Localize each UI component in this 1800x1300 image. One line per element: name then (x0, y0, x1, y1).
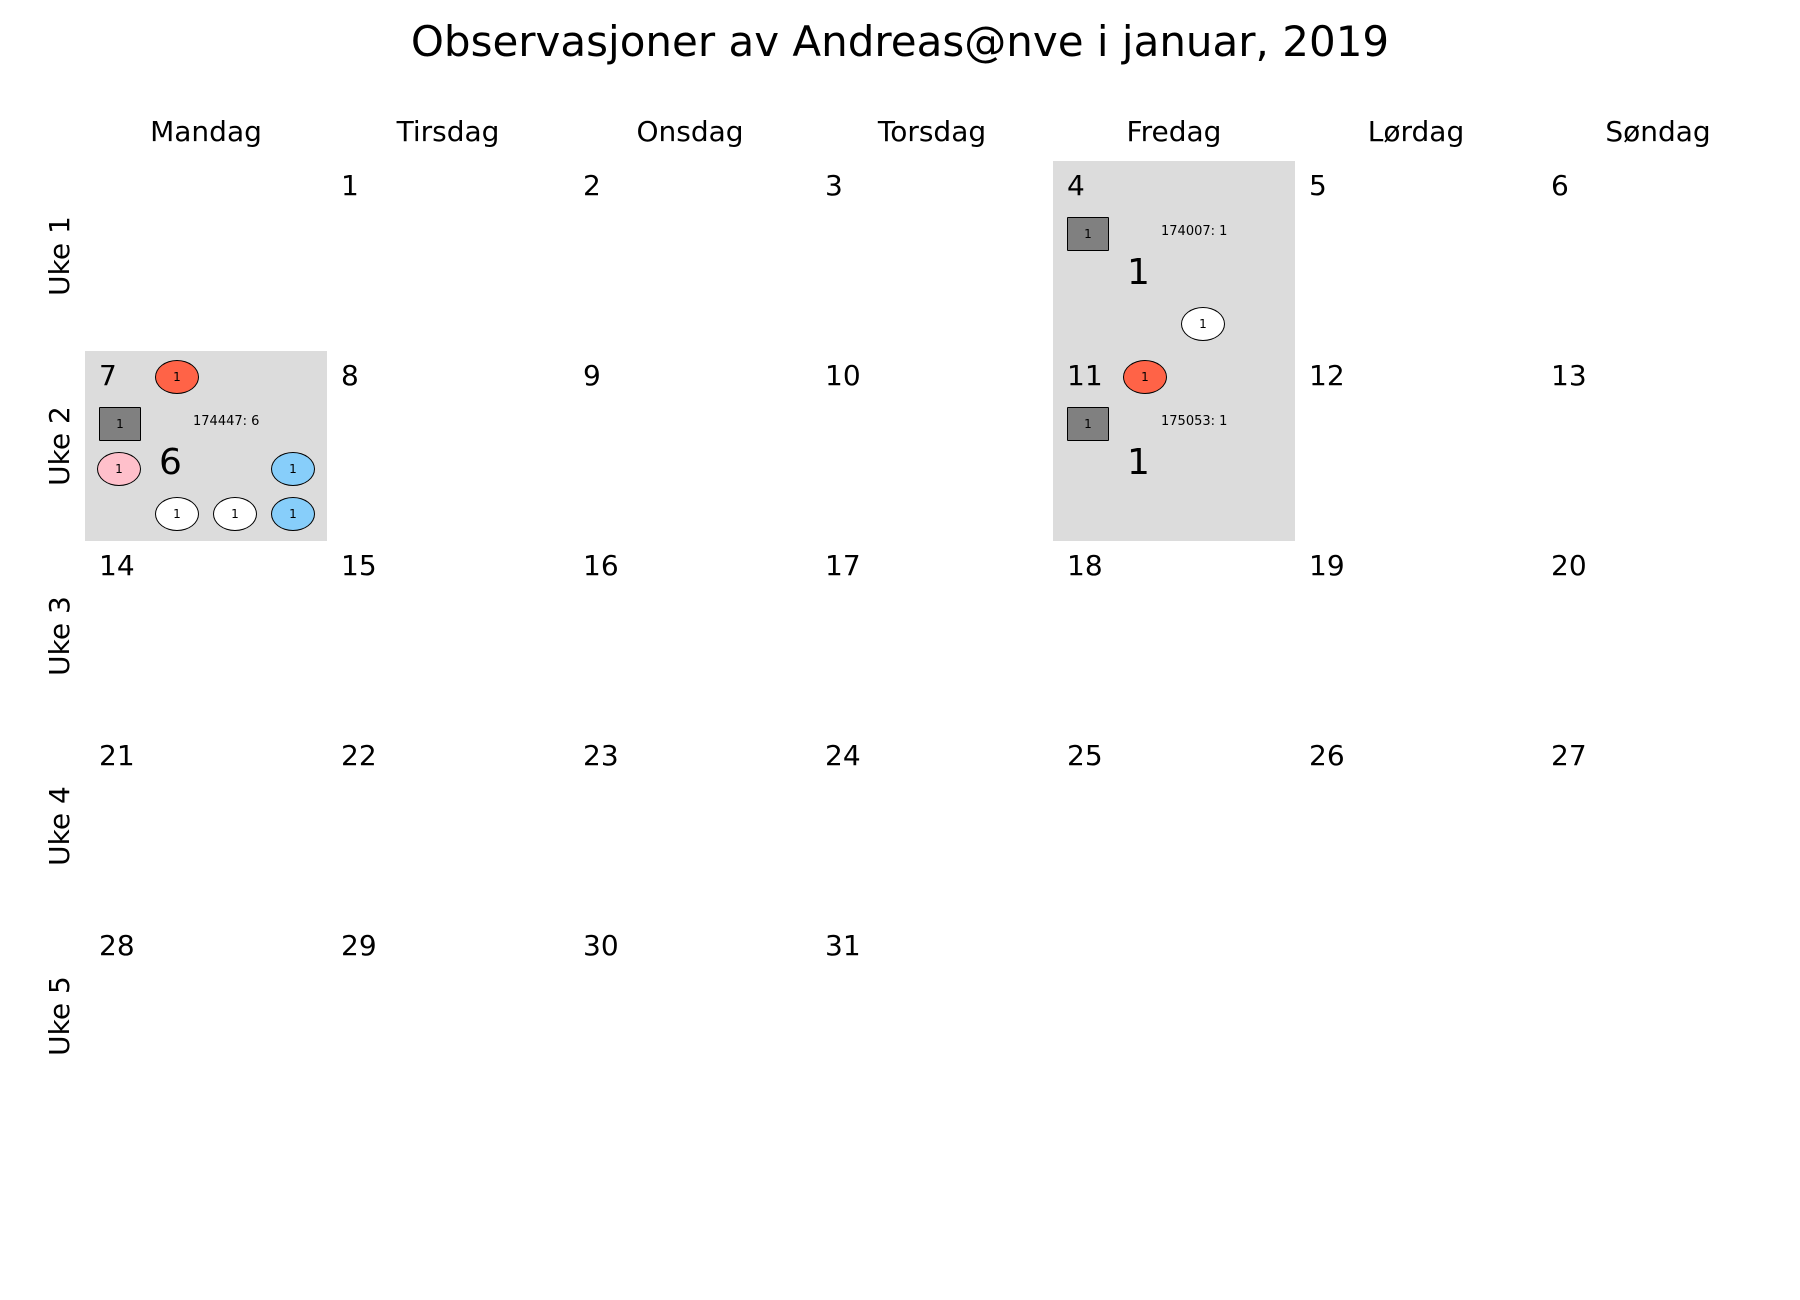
day-number: 29 (341, 929, 377, 962)
observation-square-marker: 1 (99, 407, 141, 441)
day-cell: 10 (811, 351, 1053, 541)
day-cell: 15 (327, 541, 569, 731)
day-number: 11 (1067, 359, 1103, 392)
day-number: 17 (825, 549, 861, 582)
day-cell: 3 (811, 161, 1053, 351)
day-cell: 27 (1537, 731, 1779, 921)
day-cell: 19 (1295, 541, 1537, 731)
weekday-mandag: Mandag (150, 115, 262, 148)
week-label-4: Uke 4 (38, 731, 82, 921)
day-cell: 13 (1537, 351, 1779, 541)
day-number: 31 (825, 929, 861, 962)
day-cell: 29 (327, 921, 569, 1111)
day-number: 1 (341, 169, 359, 202)
day-cell: 5 (1295, 161, 1537, 351)
observation-oval-marker: 1 (271, 497, 315, 531)
week-label-3: Uke 3 (38, 541, 82, 731)
day-cell: 21 (85, 731, 327, 921)
observation-count: 1 (1127, 442, 1150, 483)
day-cell: 9 (569, 351, 811, 541)
weekday-sondag: Søndag (1605, 115, 1711, 148)
day-cell: 28 (85, 921, 327, 1111)
day-cell: 17 (811, 541, 1053, 731)
day-cell: 16 (569, 541, 811, 731)
day-number: 23 (583, 739, 619, 772)
day-number: 10 (825, 359, 861, 392)
day-number: 18 (1067, 549, 1103, 582)
day-number: 20 (1551, 549, 1587, 582)
week-label-text: Uke 4 (43, 786, 76, 866)
day-number: 4 (1067, 169, 1085, 202)
week-label-2: Uke 2 (38, 351, 82, 541)
day-number: 15 (341, 549, 377, 582)
day-number: 9 (583, 359, 601, 392)
day-number: 21 (99, 739, 135, 772)
observation-count: 1 (1127, 252, 1150, 293)
week-label-1: Uke 1 (38, 161, 82, 351)
day-cell: 6 (1537, 161, 1779, 351)
observation-oval-marker: 1 (155, 497, 199, 531)
page-title: Observasjoner av Andreas@nve i januar, 2… (410, 17, 1390, 66)
weekday-torsdag: Torsdag (877, 115, 987, 148)
day-cell: 22 (327, 731, 569, 921)
day-cell: 12 (1295, 351, 1537, 541)
week-label-text: Uke 1 (43, 216, 76, 296)
observation-id-label: 174007: 1 (1161, 224, 1228, 239)
observation-oval-marker: 1 (271, 452, 315, 486)
day-number: 12 (1309, 359, 1345, 392)
week-label-text: Uke 2 (43, 406, 76, 486)
day-number: 24 (825, 739, 861, 772)
day-cell: 23 (569, 731, 811, 921)
day-number: 3 (825, 169, 843, 202)
observation-oval-marker: 1 (155, 360, 199, 394)
weekday-lordag: Lørdag (1367, 115, 1465, 148)
day-number: 8 (341, 359, 359, 392)
weekday-onsdag: Onsdag (636, 115, 744, 148)
day-cell: 31 (811, 921, 1053, 1111)
day-cell: 24 (811, 731, 1053, 921)
week-label-text: Uke 5 (43, 976, 76, 1056)
day-number: 28 (99, 929, 135, 962)
day-cell: 1 (327, 161, 569, 351)
day-cell: 14 (85, 541, 327, 731)
day-number: 6 (1551, 169, 1569, 202)
observation-id-label: 174447: 6 (193, 414, 260, 429)
day-number: 22 (341, 739, 377, 772)
day-number: 7 (99, 359, 117, 392)
day-number: 26 (1309, 739, 1345, 772)
day-cell: 25 (1053, 731, 1295, 921)
day-number: 25 (1067, 739, 1103, 772)
day-number: 2 (583, 169, 601, 202)
observation-oval-marker: 1 (97, 452, 141, 486)
day-number: 5 (1309, 169, 1327, 202)
day-cell: 30 (569, 921, 811, 1111)
observation-oval-marker: 1 (1123, 360, 1167, 394)
week-label-5: Uke 5 (38, 921, 82, 1111)
observation-oval-marker: 1 (1181, 307, 1225, 341)
day-cell: 18 (1053, 541, 1295, 731)
day-number: 16 (583, 549, 619, 582)
day-number: 13 (1551, 359, 1587, 392)
observation-oval-marker: 1 (213, 497, 257, 531)
week-label-text: Uke 3 (43, 596, 76, 676)
day-number: 14 (99, 549, 135, 582)
day-number: 19 (1309, 549, 1345, 582)
day-number: 30 (583, 929, 619, 962)
day-cell: 8 (327, 351, 569, 541)
day-number: 27 (1551, 739, 1587, 772)
day-cell: 26 (1295, 731, 1537, 921)
observation-square-marker: 1 (1067, 217, 1109, 251)
day-cell: 2 (569, 161, 811, 351)
weekday-fredag: Fredag (1126, 115, 1222, 148)
day-cell: 20 (1537, 541, 1779, 731)
observation-id-label: 175053: 1 (1161, 414, 1228, 429)
observation-count: 6 (159, 442, 182, 483)
observation-square-marker: 1 (1067, 407, 1109, 441)
weekday-tirsdag: Tirsdag (396, 115, 500, 148)
